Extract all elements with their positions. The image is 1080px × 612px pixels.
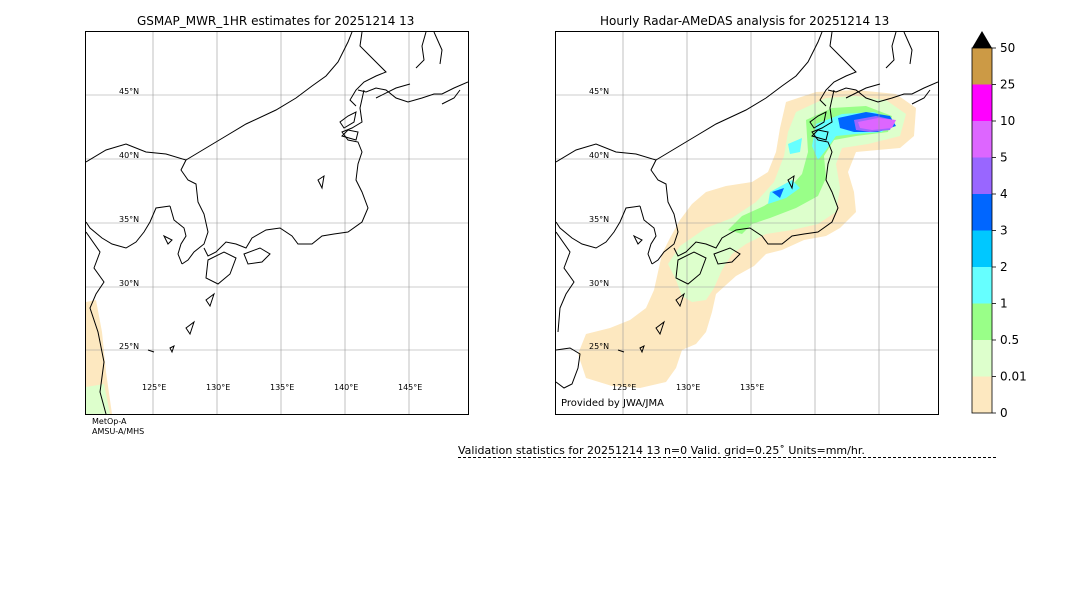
colorbar-label: 3 <box>1000 224 1008 238</box>
left-lon-label-145: 145°E <box>398 383 422 392</box>
validation-divider <box>458 457 996 458</box>
left-lat-label-35: 35°N <box>119 215 139 224</box>
right-lat-label-45: 45°N <box>589 87 609 96</box>
left-lat-label-40: 40°N <box>119 151 139 160</box>
colorbar-label: 0 <box>1000 406 1008 420</box>
colorbar-label: 0.01 <box>1000 370 1027 384</box>
colorbar-segment <box>972 340 992 377</box>
right-lat-label-30: 30°N <box>589 279 609 288</box>
left-rain-area-light <box>86 300 112 414</box>
right-lat-label-40: 40°N <box>589 151 609 160</box>
right-lat-label-25: 25°N <box>589 342 609 351</box>
right-map-svg: 45°N 40°N 35°N 30°N 25°N 125°E 130°E 135… <box>556 32 938 414</box>
colorbar-label: 4 <box>1000 187 1008 201</box>
right-lon-label-125: 125°E <box>612 383 636 392</box>
left-map-panel: 45°N 40°N 35°N 30°N 25°N 125°E 130°E 135… <box>85 31 469 415</box>
right-map-title: Hourly Radar-AMeDAS analysis for 2025121… <box>600 14 890 28</box>
right-coastlines <box>556 32 938 389</box>
satellite-name: MetOp-A <box>92 417 127 426</box>
colorbar-segment <box>972 84 992 121</box>
colorbar-label: 25 <box>1000 78 1015 92</box>
colorbar-label: 50 <box>1000 41 1015 55</box>
left-lon-label-125: 125°E <box>142 383 166 392</box>
colorbar-segment <box>972 376 992 413</box>
left-coastlines <box>86 32 468 414</box>
colorbar-segment <box>972 303 992 340</box>
right-map-panel: 45°N 40°N 35°N 30°N 25°N 125°E 130°E 135… <box>555 31 939 415</box>
validation-statistics: Validation statistics for 20251214 13 n=… <box>458 444 865 457</box>
colorbar-label: 1 <box>1000 297 1008 311</box>
left-lon-label-140: 140°E <box>334 383 358 392</box>
left-lat-label-30: 30°N <box>119 279 139 288</box>
colorbar-label: 5 <box>1000 151 1008 165</box>
left-map-svg: 45°N 40°N 35°N 30°N 25°N 125°E 130°E 135… <box>86 32 468 414</box>
left-lat-label-25: 25°N <box>119 342 139 351</box>
right-gridlines <box>556 32 938 414</box>
left-gridlines <box>86 32 468 414</box>
precip-field-violet <box>858 118 896 130</box>
colorbar-segment <box>972 194 992 231</box>
left-lon-label-135: 135°E <box>270 383 294 392</box>
colorbar: 50 25 10 5 4 3 2 1 0.5 0.01 0 <box>971 30 1041 420</box>
right-lat-label-35: 35°N <box>589 215 609 224</box>
right-lon-label-135: 135°E <box>740 383 764 392</box>
colorbar-label: 10 <box>1000 114 1015 128</box>
colorbar-label: 0.5 <box>1000 333 1019 347</box>
sensor-name: AMSU-A/MHS <box>92 427 145 436</box>
precip-field-green <box>728 106 892 234</box>
colorbar-svg: 50 25 10 5 4 3 2 1 0.5 0.01 0 <box>971 31 1027 420</box>
satellite-note: MetOp-A AMSU-A/MHS <box>92 417 144 437</box>
colorbar-segment <box>972 230 992 267</box>
left-lon-label-130: 130°E <box>206 383 230 392</box>
colorbar-segment <box>972 121 992 158</box>
colorbar-segment <box>972 157 992 194</box>
colorbar-segment <box>972 267 992 304</box>
provider-credit: Provided by JWA/JMA <box>561 398 664 409</box>
right-lon-label-130: 130°E <box>676 383 700 392</box>
colorbar-extend-arrow <box>972 31 992 48</box>
colorbar-label: 2 <box>1000 260 1008 274</box>
left-lat-label-45: 45°N <box>119 87 139 96</box>
left-map-title: GSMAP_MWR_1HR estimates for 20251214 13 <box>137 14 415 28</box>
colorbar-segment <box>972 48 992 85</box>
